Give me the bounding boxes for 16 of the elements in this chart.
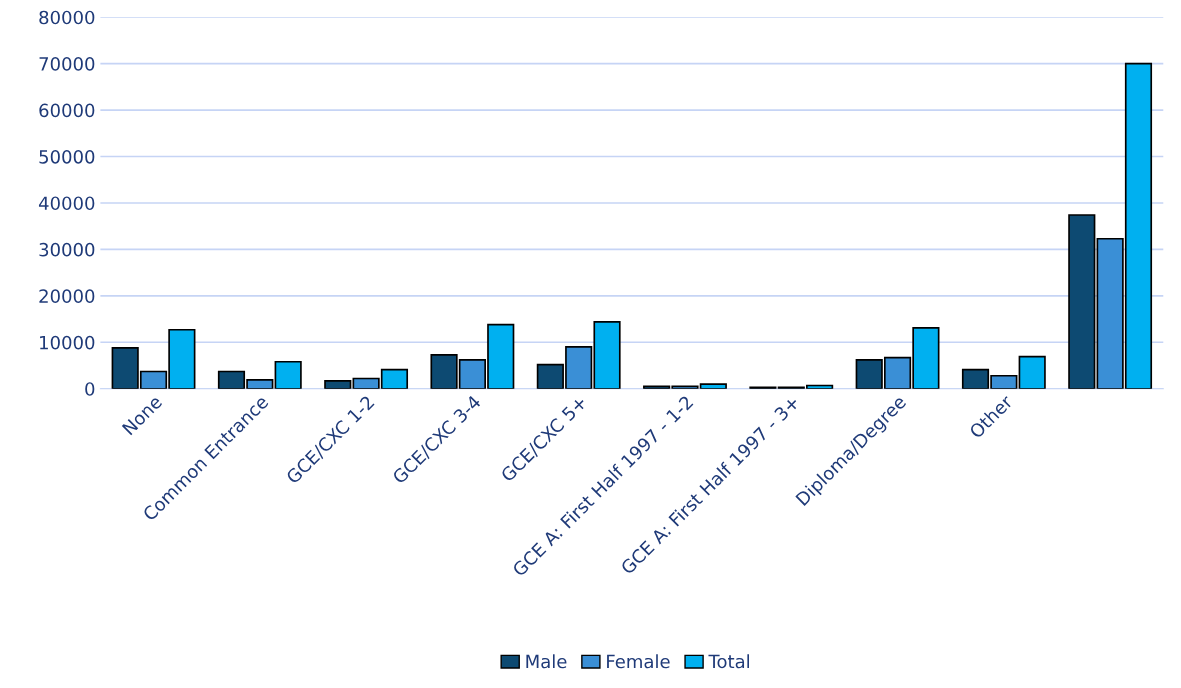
bar (274, 360, 302, 389)
y-tick-label: 0 (85, 382, 95, 396)
legend-label: Male (526, 654, 567, 669)
y-tick-label: 10000 (40, 335, 95, 350)
legend-label: Total (708, 654, 749, 669)
y-tick-label: 80000 (39, 10, 95, 25)
bar (1068, 214, 1096, 389)
y-tick-label: 30000 (39, 242, 95, 257)
bar (324, 379, 352, 389)
y-tick-label: 60000 (39, 103, 95, 118)
y-tick-label: 50000 (39, 149, 95, 164)
y-tick-label: 40000 (38, 196, 95, 211)
y-tick-label: 70000 (39, 57, 95, 71)
legend-label: Female (607, 654, 670, 669)
bar (1018, 355, 1046, 389)
y-tick-label: 20000 (39, 289, 95, 303)
